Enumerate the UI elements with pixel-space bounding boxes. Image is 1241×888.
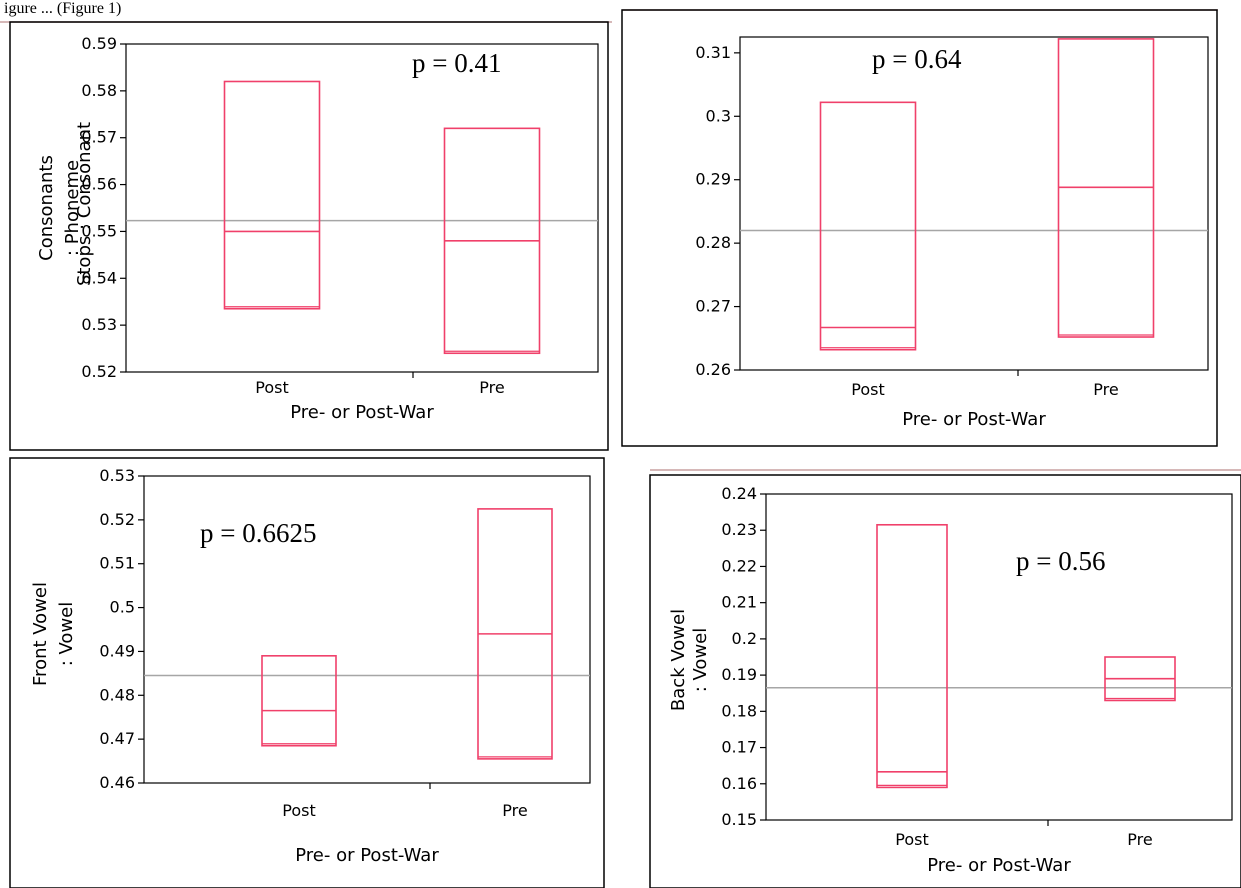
panel-frame — [9, 457, 605, 888]
y-tick-label: 0.56 — [81, 175, 117, 194]
y-tick-label: 0.48 — [99, 685, 135, 704]
y-tick-label: 0.53 — [81, 315, 117, 334]
y-tick-label: 0.16 — [721, 774, 757, 793]
p-value-annotation: p = 0.56 — [1016, 546, 1105, 576]
caption-fragment: igure ... (Figure 1) — [4, 0, 121, 17]
y-tick-label: 0.5 — [110, 598, 135, 617]
y-tick-label: 0.15 — [721, 810, 757, 829]
plot-area — [125, 43, 599, 373]
y-tick-label: 0.49 — [99, 641, 135, 660]
y-tick-label: 0.24 — [721, 484, 757, 503]
chart-panel-1: 0.52 0.53 0.54 0.55 0.56 0.57 0.58 0.59 Post Pre P… — [9, 21, 609, 451]
p-value-annotation: p = 0.64 — [872, 44, 962, 74]
y-tick-label: 0.3 — [706, 106, 731, 125]
chart-panel-4: 0.15 0.16 0.17 0.18 0.19 0.2 0.21 0.22 0.23 0.24 P… — [649, 474, 1241, 888]
y-tick-label: 0.27 — [695, 297, 731, 316]
y-tick-label: 0.51 — [99, 554, 135, 573]
p-value-annotation: p = 0.41 — [412, 48, 501, 78]
box-post — [876, 523, 948, 789]
p-value-annotation: p = 0.6625 — [200, 518, 316, 548]
y-axis-title: : Vowel — [690, 628, 711, 693]
y-tick-label: 0.52 — [99, 510, 135, 529]
y-tick-label: 0.21 — [721, 593, 757, 612]
y-tick-label: 0.31 — [695, 43, 731, 62]
y-tick-label: 0.58 — [81, 81, 117, 100]
y-axis-title: Front Vowel — [30, 582, 51, 686]
category-label: Post — [895, 830, 928, 849]
y-axis-title: : Vowel — [56, 602, 77, 667]
box-post — [223, 80, 321, 310]
x-axis-title: Pre- or Post-War — [295, 845, 439, 866]
y-tick-label: 0.57 — [81, 128, 117, 147]
y-axis-title: Back Vowel — [668, 609, 689, 711]
y-tick-label: 0.54 — [81, 268, 117, 287]
y-axis-title: Consonants — [36, 155, 57, 261]
y-tick-label: 0.22 — [721, 556, 757, 575]
category-label: Pre — [1093, 380, 1118, 399]
category-label: Post — [282, 801, 315, 820]
y-tick-label: 0.46 — [99, 773, 135, 792]
panel-frame — [621, 9, 1218, 447]
plot-area — [143, 475, 591, 784]
y-tick-label: 0.52 — [81, 362, 117, 381]
category-label: Pre — [479, 378, 504, 397]
box-post — [261, 655, 337, 747]
chart-panel-2: 0.26 0.27 0.28 0.29 0.3 0.31 Post Pre Pre- or Po… — [74, 9, 1218, 447]
y-tick-label: 0.23 — [721, 520, 757, 539]
y-tick-label: 0.19 — [721, 665, 757, 684]
y-tick-label: 0.29 — [695, 170, 731, 189]
y-axis-title: Stops : Consonant — [74, 122, 95, 286]
category-label: Pre — [502, 801, 527, 820]
x-axis-title: Pre- or Post-War — [927, 855, 1071, 876]
y-tick-label: 0.59 — [81, 34, 117, 53]
y-tick-label: 0.18 — [721, 701, 757, 720]
y-tick-label: 0.55 — [81, 221, 117, 240]
x-axis-title: Pre- or Post-War — [290, 402, 434, 423]
y-tick-label: 0.17 — [721, 738, 757, 757]
box-post — [819, 101, 917, 351]
y-tick-label: 0.2 — [732, 629, 757, 648]
y-tick-label: 0.47 — [99, 729, 135, 748]
y-axis-title: : Phoneme — [62, 160, 83, 256]
y-tick-label: 0.26 — [695, 360, 731, 379]
category-label: Post — [255, 378, 288, 397]
plot-area — [739, 36, 1209, 371]
y-tick-label: 0.53 — [99, 466, 135, 485]
panel-frame — [9, 21, 609, 451]
category-label: Pre — [1127, 830, 1152, 849]
chart-panel-3: 0.46 0.47 0.48 0.49 0.5 0.51 0.52 0.53 Post Pre Pr… — [9, 457, 605, 888]
x-axis-title: Pre- or Post-War — [902, 409, 1046, 430]
panel-frame — [649, 474, 1241, 888]
category-label: Post — [851, 380, 884, 399]
y-tick-label: 0.28 — [695, 233, 731, 252]
